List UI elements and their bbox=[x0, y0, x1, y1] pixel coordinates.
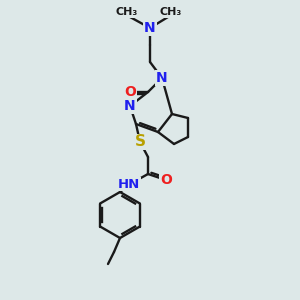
Text: CH₃: CH₃ bbox=[160, 7, 182, 17]
Text: O: O bbox=[160, 173, 172, 187]
Text: CH₃: CH₃ bbox=[116, 7, 138, 17]
Text: N: N bbox=[124, 99, 136, 113]
Text: S: S bbox=[134, 134, 146, 149]
Text: N: N bbox=[156, 71, 168, 85]
Text: N: N bbox=[144, 21, 156, 35]
Text: O: O bbox=[124, 85, 136, 99]
Text: HN: HN bbox=[118, 178, 140, 190]
